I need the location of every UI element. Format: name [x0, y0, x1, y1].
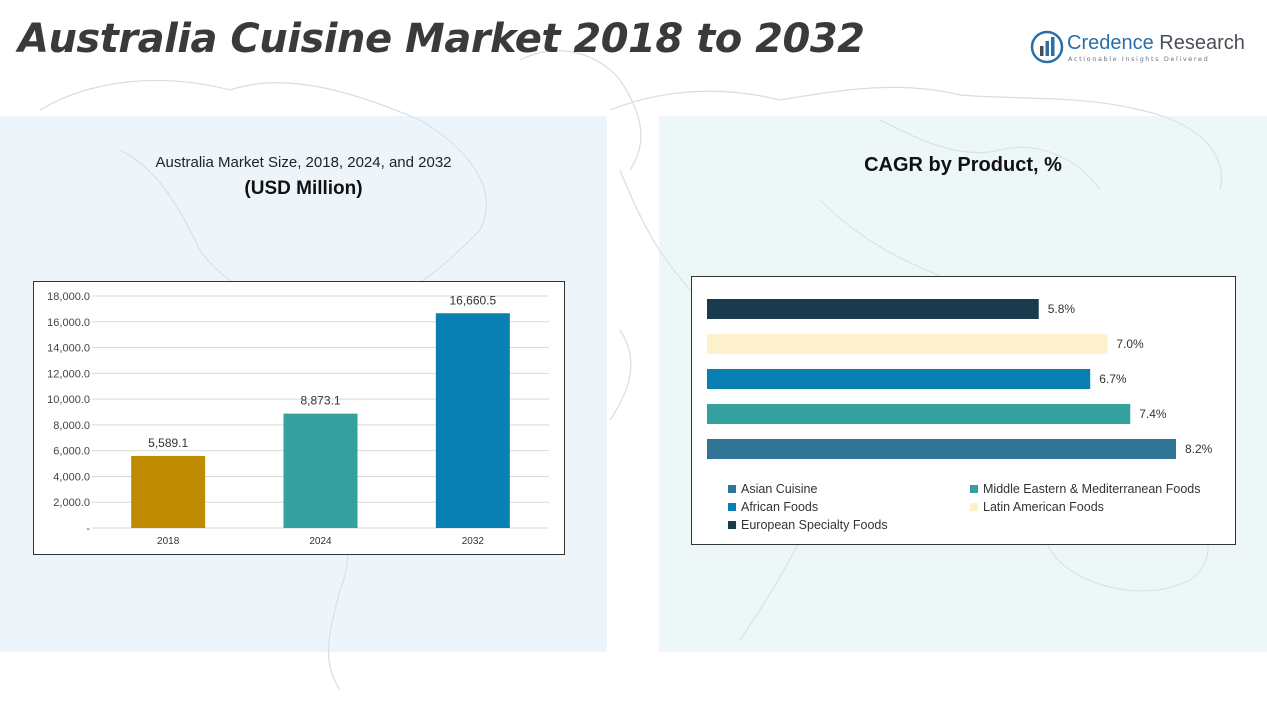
bar-value-label: 8,873.1 [300, 394, 340, 408]
page-title: Australia Cuisine Market 2018 to 2032 [18, 16, 865, 62]
y-tick-label: 2,000.0 [53, 497, 90, 509]
legend-swatch [728, 503, 736, 511]
y-tick-label: 4,000.0 [53, 471, 90, 483]
legend-swatch [970, 485, 978, 493]
bar-2032 [435, 313, 510, 528]
legend-label: Middle Eastern & Mediterranean Foods [983, 482, 1201, 496]
x-tick-label: 2018 [157, 536, 180, 547]
bar-chart-circle-icon [1030, 30, 1064, 64]
y-tick-label: 18,000.0 [47, 291, 90, 303]
y-tick-label: 12,000.0 [47, 368, 90, 380]
legend-label: Asian Cuisine [741, 482, 818, 496]
cagr-chart: 5.8% 7.0% 6.7% 7.4% 8.2% Asian Cuisine Middle… [691, 276, 1236, 545]
legend-label: African Foods [741, 500, 819, 514]
legend-item: European Specialty Foods [728, 518, 888, 532]
logo-name-second: Research [1159, 32, 1245, 54]
y-tick-label: 6,000.0 [53, 446, 90, 458]
market-size-subtitle: Australia Market Size, 2018, 2024, and 2… [155, 154, 452, 171]
legend-label: European Specialty Foods [741, 518, 888, 532]
logo: Credence Research Actionable Insights De… [1030, 30, 1250, 70]
y-tick-label: 16,000.0 [47, 317, 90, 329]
y-tick-label: 14,000.0 [47, 343, 90, 355]
cagr-bar-latin-american-foods [707, 334, 1108, 354]
cagr-value-label: 8.2% [1185, 442, 1213, 456]
legend-swatch [728, 521, 736, 529]
cagr-bar-african-foods [707, 369, 1091, 389]
legend-item: African Foods [728, 500, 818, 514]
bar-2018 [131, 455, 206, 528]
cagr-value-label: 7.4% [1139, 407, 1167, 421]
market-size-unit: (USD Million) [244, 178, 363, 199]
cagr-panel: CAGR by Product, % 5.8% 7.0% 6.7% 7.4% 8.2% … [659, 116, 1267, 652]
logo-name: Credence Research [1067, 32, 1245, 55]
legend-swatch [728, 485, 736, 493]
legend-label: Latin American Foods [983, 500, 1104, 514]
y-tick-label: - [86, 523, 90, 535]
market-size-panel: Australia Market Size, 2018, 2024, and 2… [0, 116, 607, 652]
cagr-value-label: 6.7% [1099, 372, 1127, 386]
bar-2024 [283, 413, 358, 528]
x-tick-label: 2024 [309, 536, 332, 547]
logo-tagline: Actionable Insights Delivered [1068, 55, 1210, 63]
legend-swatch [970, 503, 978, 511]
bar-value-label: 16,660.5 [449, 293, 496, 307]
cagr-value-label: 7.0% [1116, 337, 1144, 351]
cagr-title: CAGR by Product, % [864, 154, 1062, 176]
market-size-chart-svg: - 2,000.0 4,000.0 6,000.0 8,000.0 10,000.0 12,… [47, 291, 549, 547]
y-tick-label: 10,000.0 [47, 394, 90, 406]
legend-item: Latin American Foods [970, 500, 1104, 514]
bar-value-label: 5,589.1 [148, 436, 188, 450]
legend-item: Asian Cuisine [728, 482, 817, 496]
cagr-chart-svg: 5.8% 7.0% 6.7% 7.4% 8.2% [707, 299, 1213, 459]
cagr-bar-asian-cuisine [707, 439, 1176, 459]
x-tick-label: 2032 [462, 536, 485, 547]
cagr-bar-middle-eastern-mediterranean-foods [707, 404, 1131, 424]
cagr-legend: Asian Cuisine Middle Eastern & Mediterran… [728, 482, 1228, 542]
cagr-value-label: 5.8% [1048, 302, 1076, 316]
cagr-bar-european-specialty-foods [707, 299, 1039, 319]
y-tick-label: 8,000.0 [53, 420, 90, 432]
legend-item: Middle Eastern & Mediterranean Foods [970, 482, 1200, 496]
logo-name-first: Credence [1067, 32, 1154, 54]
market-size-chart: - 2,000.0 4,000.0 6,000.0 8,000.0 10,000.0 12,… [33, 281, 565, 555]
